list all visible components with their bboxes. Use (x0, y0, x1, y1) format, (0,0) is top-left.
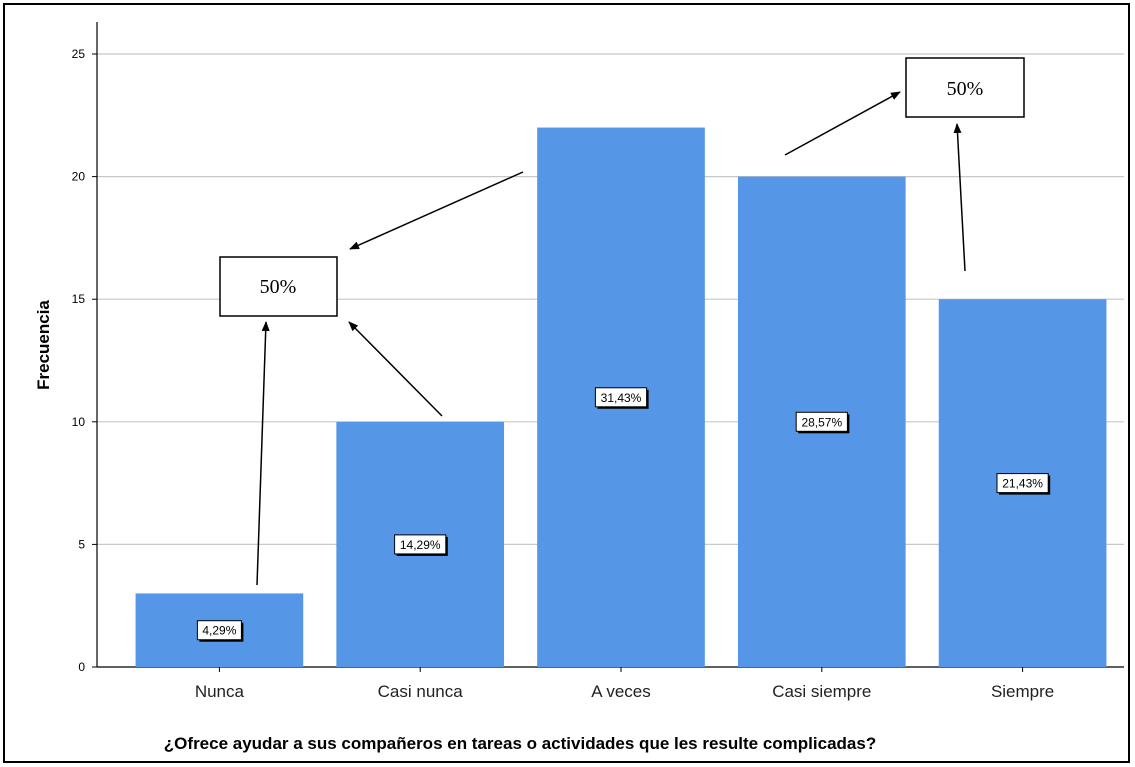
data-label: 4,29% (202, 624, 236, 638)
data-label-box (594, 387, 648, 408)
data-label: 14,29% (400, 538, 441, 552)
x-tick-label: A veces (591, 682, 651, 701)
annotation-arrow (348, 321, 443, 417)
annotation-box (219, 256, 338, 317)
x-tick-label: Casi nunca (378, 682, 464, 701)
x-tick-labels: Nunca Casi nunca A veces Casi siempre Siempr… (195, 667, 1054, 701)
y-axis-label: Frecuencia (34, 300, 53, 390)
y-tick-label: 10 (72, 415, 86, 429)
annotation-left-group: 50% (219, 171, 524, 586)
figure-border (3, 3, 1130, 763)
y-tick-label: 5 (78, 537, 85, 551)
annotation-arrow (256, 321, 270, 586)
annotation-box (905, 57, 1025, 118)
data-label-box (795, 411, 848, 432)
data-labels: 4,29% 14,29% 31,43% 28,57% 21,43% (196, 387, 1051, 642)
annotation-text: 50% (260, 276, 297, 298)
annotation-arrow (784, 91, 901, 156)
x-tick-label: Siempre (991, 682, 1054, 701)
x-tick-label: Nunca (195, 682, 245, 701)
y-tick-label: 0 (78, 660, 85, 674)
annotation-right-group: 50% (784, 57, 1025, 272)
data-label-box (196, 620, 242, 641)
data-label: 28,57% (801, 415, 842, 429)
data-label-box (996, 473, 1049, 494)
annotation-text: 50% (947, 78, 984, 100)
annotation-arrow (953, 123, 966, 272)
y-tick-labels: 0 5 10 15 20 25 (72, 47, 97, 674)
annotation-arrow (349, 171, 524, 250)
y-tick-label: 15 (72, 292, 86, 306)
data-label-box (394, 534, 447, 555)
x-tick-label: Casi siempre (772, 682, 871, 701)
data-label: 21,43% (1002, 477, 1043, 491)
y-tick-label: 25 (72, 47, 86, 61)
data-label: 31,43% (601, 391, 642, 405)
x-axis-label: ¿Ofrece ayudar a sus compañeros en tarea… (164, 734, 876, 753)
y-tick-label: 20 (72, 170, 86, 184)
